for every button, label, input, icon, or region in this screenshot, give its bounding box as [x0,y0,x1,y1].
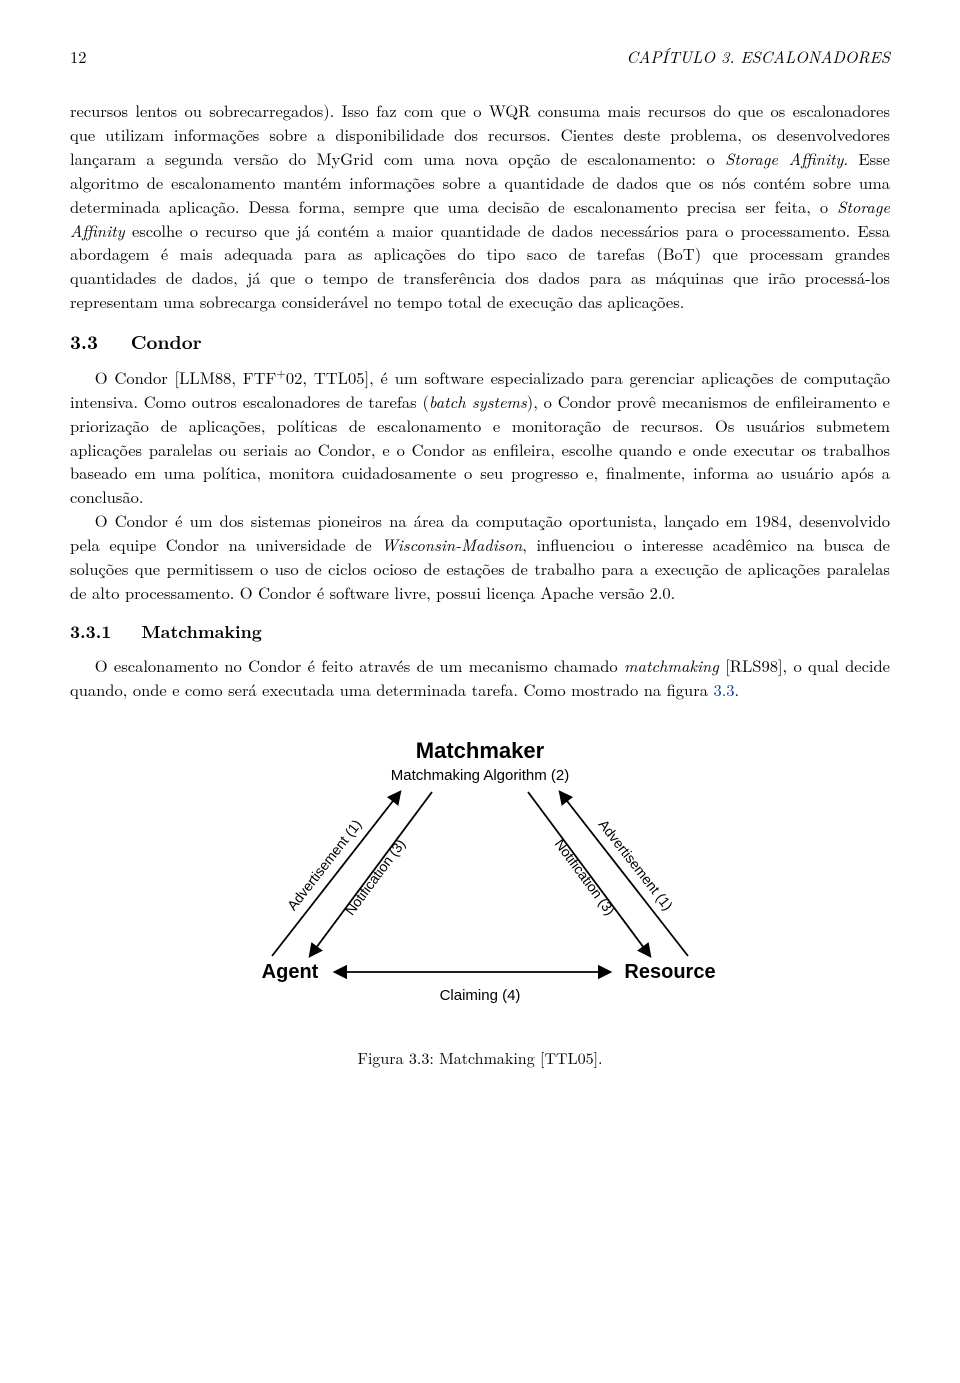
svg-text:Resource: Resource [624,961,715,983]
figure-3.3: Matchmaker Matchmaking Algorithm (2) Agent… [70,730,890,1069]
svg-text:Matchmaker: Matchmaker [416,738,545,763]
section-3.3.1-heading: 3.3.1 Matchmaking [70,619,890,644]
section-3.3-heading: 3.3 Condor [70,328,890,356]
svg-text:Notification (3): Notification (3) [552,836,619,918]
paragraph-2: O Condor [LLM88, FTF+02, TTL05], é um so… [70,366,890,510]
paragraph-4: O escalonamento no Condor é feito atravé… [70,654,890,702]
figure-caption: Figura 3.3: Matchmaking [TTL05]. [70,1046,890,1069]
running-header: 12 CAPÍTULO 3. ESCALONADORES [70,45,890,69]
svg-text:Agent: Agent [262,961,319,983]
svg-text:Notification (3): Notification (3) [342,836,409,918]
page-number: 12 [70,45,87,69]
chapter-header: CAPÍTULO 3. ESCALONADORES [626,45,890,69]
figure-ref-link[interactable]: 3.3 [713,677,734,701]
svg-text:Claiming (4): Claiming (4) [440,987,521,1004]
paragraph-3: O Condor é um dos sistemas pioneiros na … [70,509,890,605]
svg-text:Matchmaking Algorithm (2): Matchmaking Algorithm (2) [391,767,569,784]
matchmaking-diagram: Matchmaker Matchmaking Algorithm (2) Agent… [220,730,740,1030]
paragraph-1: recursos lentos ou sobrecarregados). Iss… [70,99,890,314]
